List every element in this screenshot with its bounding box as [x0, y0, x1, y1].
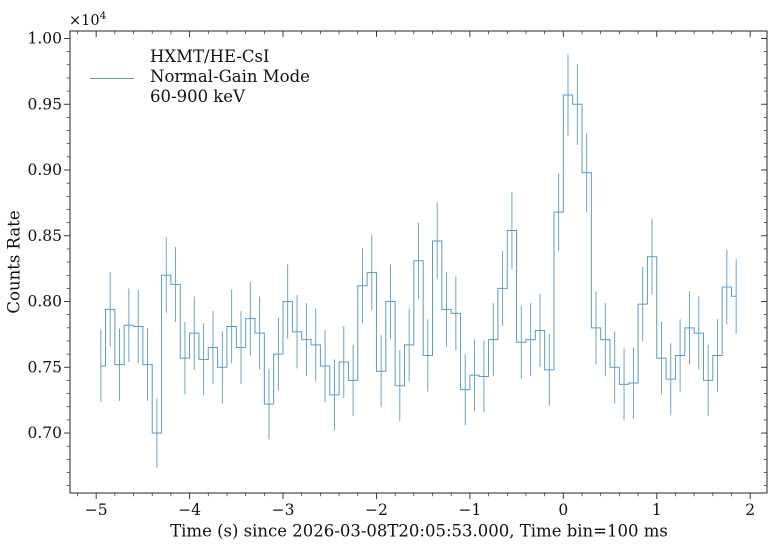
x-tick-label: 2: [745, 501, 755, 519]
y-axis-offset-text: ×104: [69, 10, 106, 29]
offset-multiplier: ×10: [69, 12, 100, 29]
x-tick-label: −2: [365, 501, 388, 519]
x-tick-label: 0: [558, 501, 568, 519]
x-tick-label: 1: [652, 501, 662, 519]
x-tick-label: −5: [85, 501, 108, 519]
x-tick-label: −1: [458, 501, 481, 519]
offset-exponent: 4: [99, 10, 107, 22]
y-tick-label: 0.85: [27, 227, 62, 245]
y-tick-label: 0.95: [27, 95, 62, 113]
y-tick-label: 0.75: [27, 358, 62, 376]
y-tick-label: 0.70: [27, 424, 62, 442]
legend-text-mode: Normal-Gain Mode: [150, 66, 310, 86]
legend: HXMT/HE-CsI Normal-Gain Mode 60-900 keV: [150, 47, 310, 107]
legend-line-sample: [90, 78, 134, 79]
y-tick-label: 0.90: [27, 161, 62, 179]
legend-text-instrument: HXMT/HE-CsI: [150, 47, 270, 66]
x-axis-label: Time (s) since 2026-03-08T20:05:53.000, …: [170, 521, 668, 541]
y-axis-label: Counts Rate: [4, 210, 24, 314]
legend-text-energy-band: 60-900 keV: [150, 86, 245, 106]
x-tick-label: −3: [272, 501, 295, 519]
x-tick-label: −4: [178, 501, 201, 519]
y-tick-label: 1.00: [27, 29, 62, 47]
y-tick-label: 0.80: [27, 293, 62, 311]
step-lightcurve-line: [100, 94, 737, 434]
